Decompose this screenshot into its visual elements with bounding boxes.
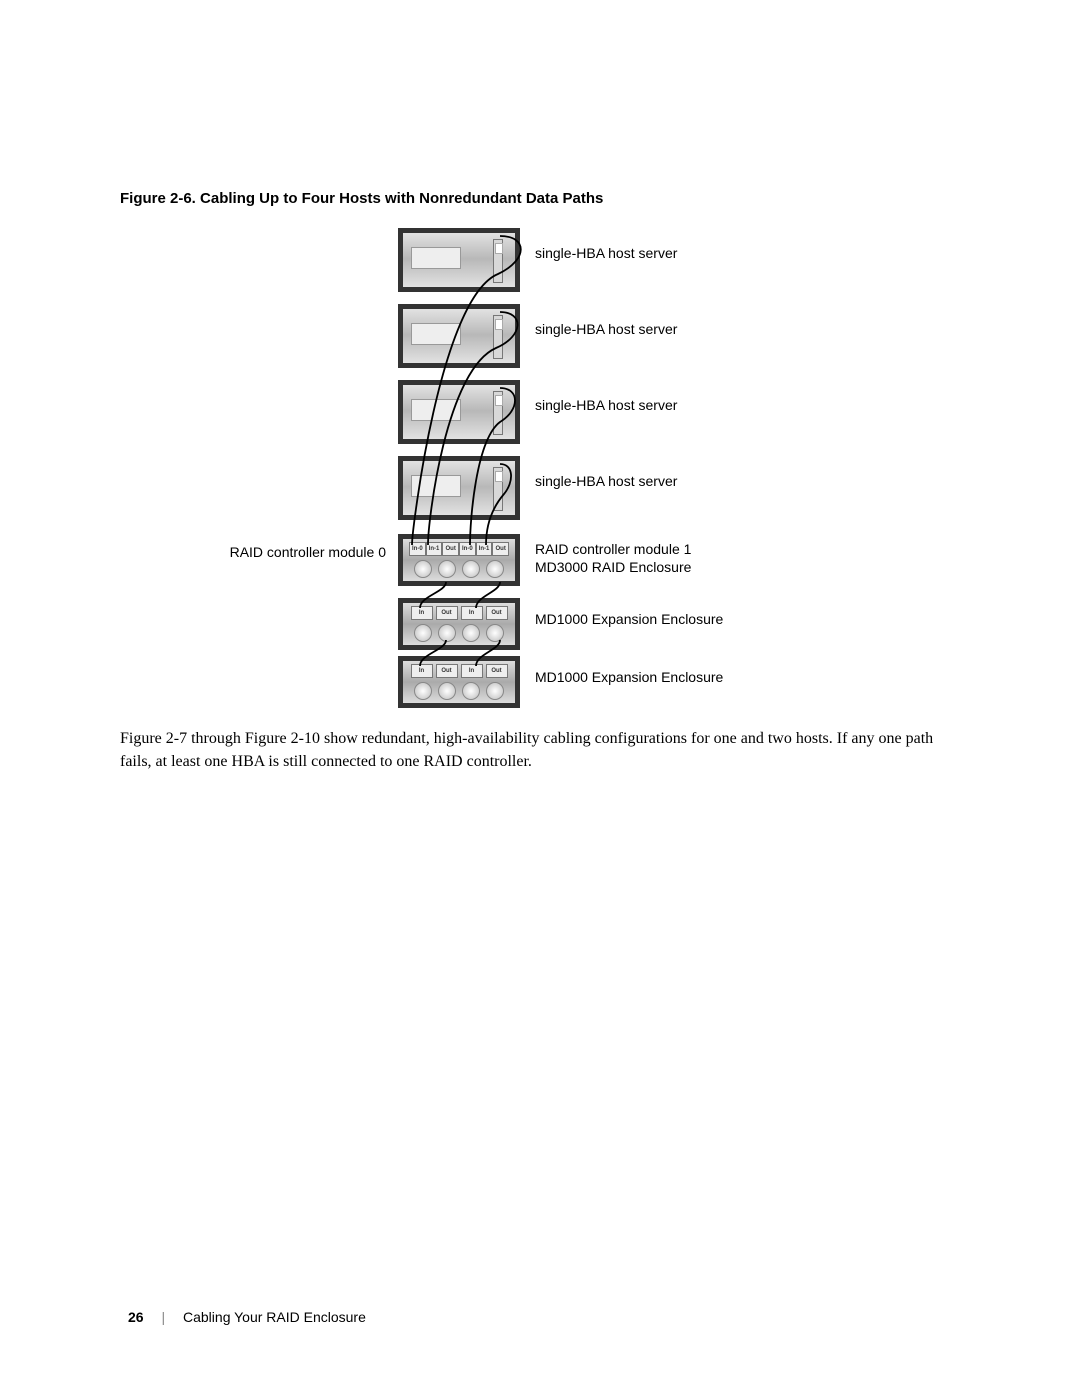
footer-separator: |	[161, 1309, 165, 1325]
hba-icon	[493, 391, 503, 435]
fan-row	[411, 682, 507, 700]
drive-icon	[411, 323, 461, 345]
label-raid-0: RAID controller module 0	[230, 543, 386, 561]
body-paragraph: Figure 2-7 through Figure 2-10 show redu…	[120, 727, 950, 773]
port-row: In Out In Out	[409, 664, 509, 678]
label-exp-1: MD1000 Expansion Enclosure	[535, 610, 723, 628]
port-in: In	[461, 606, 483, 620]
figure-title: Figure 2-6. Cabling Up to Four Hosts wit…	[120, 190, 603, 207]
expansion-enclosure-2: In Out In Out	[398, 656, 520, 708]
port-out: Out	[442, 542, 459, 556]
drive-icon	[411, 475, 461, 497]
host-server-1	[398, 228, 520, 292]
section-title: Cabling Your RAID Enclosure	[183, 1309, 366, 1325]
page-number: 26	[128, 1309, 144, 1325]
fan-icon	[414, 560, 432, 578]
fan-icon	[462, 682, 480, 700]
label-exp-2: MD1000 Expansion Enclosure	[535, 668, 723, 686]
expansion-enclosure-1: In Out In Out	[398, 598, 520, 650]
fan-icon	[414, 682, 432, 700]
drive-icon	[411, 399, 461, 421]
port-in: In	[411, 606, 433, 620]
label-host-1: single-HBA host server	[535, 244, 677, 262]
hba-icon	[493, 239, 503, 283]
fan-icon	[438, 682, 456, 700]
label-host-3: single-HBA host server	[535, 396, 677, 414]
port-out: Out	[436, 606, 458, 620]
fan-icon	[462, 560, 480, 578]
cables-svg	[0, 0, 1080, 1397]
fan-icon	[486, 682, 504, 700]
drive-icon	[411, 247, 461, 269]
port-in1: In-1	[476, 542, 493, 556]
port-out: Out	[492, 542, 509, 556]
fan-icon	[414, 624, 432, 642]
label-host-4: single-HBA host server	[535, 472, 677, 490]
hba-icon	[493, 467, 503, 511]
page: Figure 2-6. Cabling Up to Four Hosts wit…	[0, 0, 1080, 1397]
page-footer: 26 | Cabling Your RAID Enclosure	[128, 1309, 366, 1325]
host-server-2	[398, 304, 520, 368]
fan-icon	[486, 560, 504, 578]
port-row: In Out In Out	[409, 606, 509, 620]
host-server-3	[398, 380, 520, 444]
label-host-2: single-HBA host server	[535, 320, 677, 338]
fan-icon	[462, 624, 480, 642]
port-in0: In-0	[409, 542, 426, 556]
fan-row	[411, 624, 507, 642]
port-in0: In-0	[459, 542, 476, 556]
fan-row	[411, 560, 507, 578]
port-out: Out	[486, 606, 508, 620]
hba-icon	[493, 315, 503, 359]
port-out: Out	[486, 664, 508, 678]
fan-icon	[486, 624, 504, 642]
port-row: In-0 In-1 Out In-0 In-1 Out	[409, 542, 509, 556]
port-in: In	[461, 664, 483, 678]
fan-icon	[438, 560, 456, 578]
port-in: In	[411, 664, 433, 678]
raid-enclosure: In-0 In-1 Out In-0 In-1 Out	[398, 534, 520, 586]
host-server-4	[398, 456, 520, 520]
port-out: Out	[436, 664, 458, 678]
label-raid-1: RAID controller module 1 MD3000 RAID Enc…	[535, 540, 691, 576]
port-in1: In-1	[426, 542, 443, 556]
fan-icon	[438, 624, 456, 642]
